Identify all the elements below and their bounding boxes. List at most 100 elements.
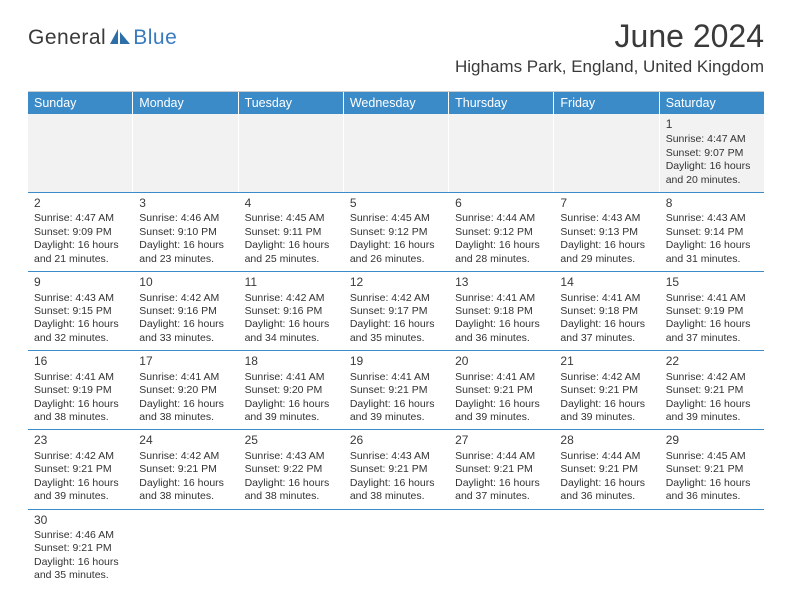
day-number: 1: [666, 117, 758, 132]
cell-day1: Daylight: 16 hours: [245, 318, 337, 331]
logo-text-general: General: [28, 26, 106, 50]
cell-day1: Daylight: 16 hours: [350, 477, 442, 490]
calendar-cell: 27Sunrise: 4:44 AMSunset: 9:21 PMDayligh…: [449, 430, 554, 508]
cell-sunset: Sunset: 9:09 PM: [34, 226, 126, 239]
cell-sunrise: Sunrise: 4:45 AM: [350, 212, 442, 225]
cell-day2: and 36 minutes.: [560, 490, 652, 503]
calendar-cell: 20Sunrise: 4:41 AMSunset: 9:21 PMDayligh…: [449, 351, 554, 429]
cell-sunset: Sunset: 9:22 PM: [245, 463, 337, 476]
cell-sunset: Sunset: 9:21 PM: [455, 463, 547, 476]
cell-sunset: Sunset: 9:18 PM: [560, 305, 652, 318]
cell-day2: and 33 minutes.: [139, 332, 231, 345]
month-title: June 2024: [455, 18, 764, 55]
calendar-cell-empty: [554, 114, 659, 192]
cell-day1: Daylight: 16 hours: [560, 318, 652, 331]
cell-day1: Daylight: 16 hours: [455, 318, 547, 331]
day-header: Saturday: [660, 92, 764, 114]
cell-day1: Daylight: 16 hours: [350, 318, 442, 331]
cell-day2: and 34 minutes.: [245, 332, 337, 345]
cell-sunrise: Sunrise: 4:41 AM: [34, 371, 126, 384]
calendar-cell: 9Sunrise: 4:43 AMSunset: 9:15 PMDaylight…: [28, 272, 133, 350]
calendar-cell: 6Sunrise: 4:44 AMSunset: 9:12 PMDaylight…: [449, 193, 554, 271]
calendar-cell: 16Sunrise: 4:41 AMSunset: 9:19 PMDayligh…: [28, 351, 133, 429]
cell-sunset: Sunset: 9:14 PM: [666, 226, 758, 239]
cell-day1: Daylight: 16 hours: [560, 477, 652, 490]
cell-day1: Daylight: 16 hours: [139, 318, 231, 331]
cell-day2: and 39 minutes.: [455, 411, 547, 424]
cell-sunrise: Sunrise: 4:46 AM: [139, 212, 231, 225]
calendar-cell-empty: [449, 114, 554, 192]
day-number: 25: [245, 433, 337, 448]
cell-sunrise: Sunrise: 4:45 AM: [245, 212, 337, 225]
cell-day2: and 35 minutes.: [350, 332, 442, 345]
day-number: 30: [34, 513, 126, 528]
day-number: 18: [245, 354, 337, 369]
cell-day1: Daylight: 16 hours: [245, 398, 337, 411]
calendar-cell-empty: [239, 114, 344, 192]
calendar-cell-empty: [344, 510, 449, 588]
cell-sunset: Sunset: 9:16 PM: [245, 305, 337, 318]
day-number: 12: [350, 275, 442, 290]
cell-sunset: Sunset: 9:21 PM: [560, 463, 652, 476]
day-number: 24: [139, 433, 231, 448]
cell-day1: Daylight: 16 hours: [139, 239, 231, 252]
cell-sunrise: Sunrise: 4:47 AM: [34, 212, 126, 225]
cell-sunrise: Sunrise: 4:47 AM: [666, 133, 758, 146]
day-number: 13: [455, 275, 547, 290]
calendar-cell: 21Sunrise: 4:42 AMSunset: 9:21 PMDayligh…: [554, 351, 659, 429]
cell-sunset: Sunset: 9:12 PM: [455, 226, 547, 239]
calendar-cell: 1Sunrise: 4:47 AMSunset: 9:07 PMDaylight…: [660, 114, 764, 192]
cell-day2: and 38 minutes.: [350, 490, 442, 503]
cell-sunrise: Sunrise: 4:41 AM: [455, 292, 547, 305]
cell-day2: and 26 minutes.: [350, 253, 442, 266]
calendar-cell: 2Sunrise: 4:47 AMSunset: 9:09 PMDaylight…: [28, 193, 133, 271]
day-number: 3: [139, 196, 231, 211]
cell-sunrise: Sunrise: 4:43 AM: [350, 450, 442, 463]
cell-day1: Daylight: 16 hours: [666, 239, 758, 252]
cell-day2: and 23 minutes.: [139, 253, 231, 266]
cell-sunrise: Sunrise: 4:46 AM: [34, 529, 126, 542]
week-row: 1Sunrise: 4:47 AMSunset: 9:07 PMDaylight…: [28, 114, 764, 193]
cell-day2: and 25 minutes.: [245, 253, 337, 266]
cell-day2: and 38 minutes.: [139, 411, 231, 424]
day-number: 15: [666, 275, 758, 290]
cell-day1: Daylight: 16 hours: [560, 398, 652, 411]
cell-day1: Daylight: 16 hours: [455, 239, 547, 252]
day-number: 21: [560, 354, 652, 369]
cell-day2: and 38 minutes.: [245, 490, 337, 503]
cell-day2: and 39 minutes.: [666, 411, 758, 424]
cell-sunset: Sunset: 9:07 PM: [666, 147, 758, 160]
cell-day2: and 31 minutes.: [666, 253, 758, 266]
cell-sunrise: Sunrise: 4:41 AM: [666, 292, 758, 305]
cell-day2: and 39 minutes.: [560, 411, 652, 424]
calendar-cell-empty: [28, 114, 133, 192]
calendar-cell: 26Sunrise: 4:43 AMSunset: 9:21 PMDayligh…: [344, 430, 449, 508]
calendar-cell: 12Sunrise: 4:42 AMSunset: 9:17 PMDayligh…: [344, 272, 449, 350]
day-number: 27: [455, 433, 547, 448]
day-number: 16: [34, 354, 126, 369]
day-number: 4: [245, 196, 337, 211]
cell-day1: Daylight: 16 hours: [350, 239, 442, 252]
cell-sunrise: Sunrise: 4:41 AM: [139, 371, 231, 384]
cell-sunrise: Sunrise: 4:43 AM: [34, 292, 126, 305]
cell-day2: and 37 minutes.: [455, 490, 547, 503]
cell-sunset: Sunset: 9:19 PM: [34, 384, 126, 397]
cell-day1: Daylight: 16 hours: [139, 477, 231, 490]
calendar-cell-empty: [133, 114, 238, 192]
calendar-cell: 24Sunrise: 4:42 AMSunset: 9:21 PMDayligh…: [133, 430, 238, 508]
cell-day1: Daylight: 16 hours: [455, 477, 547, 490]
cell-sunset: Sunset: 9:15 PM: [34, 305, 126, 318]
calendar-cell: 7Sunrise: 4:43 AMSunset: 9:13 PMDaylight…: [554, 193, 659, 271]
day-header: Friday: [554, 92, 659, 114]
cell-sunrise: Sunrise: 4:42 AM: [34, 450, 126, 463]
day-number: 14: [560, 275, 652, 290]
day-number: 28: [560, 433, 652, 448]
cell-sunrise: Sunrise: 4:42 AM: [139, 292, 231, 305]
calendar-cell: 13Sunrise: 4:41 AMSunset: 9:18 PMDayligh…: [449, 272, 554, 350]
day-number: 20: [455, 354, 547, 369]
logo-sail-icon: [109, 27, 131, 47]
cell-sunset: Sunset: 9:19 PM: [666, 305, 758, 318]
calendar-cell: 10Sunrise: 4:42 AMSunset: 9:16 PMDayligh…: [133, 272, 238, 350]
day-number: 19: [350, 354, 442, 369]
cell-day1: Daylight: 16 hours: [34, 239, 126, 252]
